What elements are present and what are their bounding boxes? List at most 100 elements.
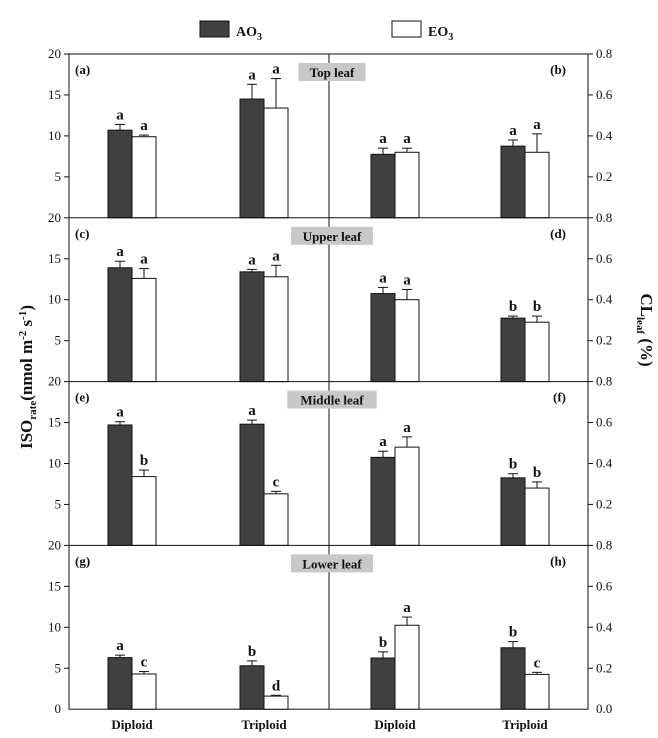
category-label: Triploid xyxy=(241,717,287,732)
bar-ao xyxy=(370,456,396,546)
significance-letter: b xyxy=(379,635,387,651)
left-tick-label: 10 xyxy=(48,456,61,471)
legend-swatch-eo3 xyxy=(391,20,422,38)
right-tick-label: 0.8 xyxy=(596,374,612,389)
bar-eo xyxy=(131,277,157,383)
bar-ao xyxy=(370,657,396,710)
left-tick-label: 20 xyxy=(48,537,61,552)
significance-letter: a xyxy=(140,118,148,134)
right-tick-label: 0.6 xyxy=(596,415,613,430)
right-tick-label: 0.2 xyxy=(596,496,612,511)
right-tick-label: 0.8 xyxy=(596,537,612,552)
significance-letter: c xyxy=(141,655,148,671)
significance-letter: a xyxy=(248,403,256,419)
bar-eo xyxy=(524,321,550,383)
bar-eo xyxy=(524,487,550,546)
right-tick-label: 0.4 xyxy=(596,456,613,471)
category-label: Triploid xyxy=(502,717,548,732)
bar-eo xyxy=(131,476,157,546)
category-label: Diploid xyxy=(374,717,416,732)
left-tick-label: 10 xyxy=(48,292,61,307)
right-tick-label: 0.4 xyxy=(596,128,613,143)
significance-letter: a xyxy=(403,272,411,288)
bar-ao xyxy=(107,424,133,546)
significance-letter: c xyxy=(273,474,280,490)
left-tick-label: 15 xyxy=(48,578,61,593)
significance-letter: c xyxy=(534,655,541,671)
bar-eo xyxy=(131,136,157,219)
right-tick-label: 0.6 xyxy=(596,578,613,593)
right-tick-label: 0.2 xyxy=(596,333,612,348)
bar-eo xyxy=(131,673,157,710)
significance-letter: a xyxy=(140,252,148,268)
panel-title-bg xyxy=(291,226,373,245)
bar-ao xyxy=(500,647,526,710)
significance-letter: a xyxy=(379,131,387,147)
panel-title: Lower leaf xyxy=(302,556,362,571)
significance-letter: b xyxy=(533,465,541,481)
right-tick-label: 0.2 xyxy=(596,660,612,675)
left-tick-label: 5 xyxy=(55,169,62,184)
legend-label-ao3: AO3 xyxy=(236,25,262,43)
right-tick-label: 0.4 xyxy=(596,619,613,634)
chart-legend: AO3 EO3 xyxy=(199,20,453,43)
bar-ao xyxy=(239,423,265,546)
legend-swatch-ao3 xyxy=(199,20,230,38)
panel-title-bg xyxy=(287,390,377,409)
panel-row-3: 5 10 15 20 0.2 0.4 0.6 0.8 (e) (f) Middle leaf a b a c… xyxy=(48,374,613,546)
significance-letter: a xyxy=(116,638,124,654)
significance-letter: a xyxy=(248,252,256,268)
right-tick-label: 0.6 xyxy=(596,87,613,102)
significance-letter: b xyxy=(509,299,517,315)
left-tick-label: 20 xyxy=(48,46,61,61)
significance-letter: b xyxy=(140,453,148,469)
left-tick-label: 5 xyxy=(55,660,62,675)
y-axis-title-left: ISOrate(nmol m-2 s-1) xyxy=(17,305,39,449)
significance-letter: a xyxy=(379,270,387,286)
bar-eo xyxy=(524,151,550,219)
significance-letter: a xyxy=(116,244,124,260)
right-tick-label: 0.6 xyxy=(596,251,613,266)
bar-ao xyxy=(500,145,526,219)
left-tick-label: 0 xyxy=(55,701,62,716)
bar-eo xyxy=(263,276,289,383)
panel-label-left: (e) xyxy=(75,390,89,405)
bar-eo xyxy=(394,446,420,546)
panel-label-right: (b) xyxy=(550,62,566,77)
significance-letter: a xyxy=(116,405,124,421)
bar-eo xyxy=(263,695,289,710)
significance-letter: a xyxy=(403,420,411,436)
panel-label-left: (a) xyxy=(75,62,90,77)
panel-title: Top leaf xyxy=(310,65,355,80)
significance-letter: d xyxy=(272,678,281,694)
bar-ao xyxy=(239,271,265,383)
panel-label-left: (g) xyxy=(75,553,90,568)
right-tick-label: 0.0 xyxy=(596,701,612,716)
panel-title-bg xyxy=(298,63,366,81)
right-tick-label: 0.8 xyxy=(596,210,612,225)
bar-eo xyxy=(394,624,420,710)
y-axis-title-right: CLleaf (%) xyxy=(634,293,656,366)
right-tick-label: 0.4 xyxy=(596,292,613,307)
bar-ao xyxy=(370,153,396,219)
legend-label-eo3: EO3 xyxy=(428,25,453,43)
significance-letter: b xyxy=(509,625,517,641)
panel-label-left: (c) xyxy=(75,226,89,241)
panel-title: Middle leaf xyxy=(300,393,364,408)
bar-ao xyxy=(107,129,133,219)
right-tick-label: 0.8 xyxy=(596,46,612,61)
panel-title: Upper leaf xyxy=(303,229,362,244)
bar-eo xyxy=(394,299,420,383)
significance-letter: a xyxy=(403,131,411,147)
significance-letter: a xyxy=(272,248,280,264)
significance-letter: b xyxy=(509,457,517,473)
significance-letter: a xyxy=(533,117,541,133)
significance-letter: b xyxy=(248,644,256,660)
panel-label-right: (d) xyxy=(550,226,566,241)
significance-letter: a xyxy=(403,600,411,616)
significance-letter: a xyxy=(379,434,387,450)
category-label: Diploid xyxy=(111,717,153,732)
left-tick-label: 15 xyxy=(48,251,61,266)
